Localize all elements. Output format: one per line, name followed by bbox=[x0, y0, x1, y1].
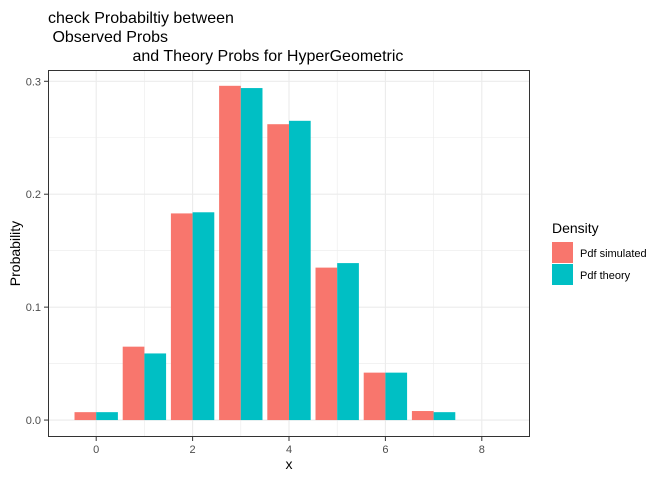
bar bbox=[385, 372, 408, 421]
bar bbox=[219, 85, 241, 421]
y-axis-title: Probability bbox=[7, 221, 23, 286]
chart-title-line: check Probabiltiy between bbox=[48, 10, 234, 27]
bar bbox=[144, 353, 167, 421]
legend-swatch bbox=[552, 264, 573, 285]
bar bbox=[96, 412, 118, 421]
x-tick-label: 2 bbox=[190, 444, 196, 456]
y-tick-label: 0.1 bbox=[26, 302, 41, 314]
legend-title: Density bbox=[552, 220, 599, 236]
bar bbox=[192, 212, 215, 421]
bars bbox=[74, 85, 456, 421]
legend-swatch bbox=[552, 242, 573, 263]
bar bbox=[363, 372, 386, 421]
x-axis: 0 2 4 6 8 bbox=[93, 437, 485, 456]
chart-title-line: Observed Probs bbox=[48, 29, 168, 46]
bar bbox=[337, 263, 359, 421]
bar bbox=[267, 124, 289, 421]
panel-border bbox=[48, 70, 530, 437]
x-tick-label: 6 bbox=[382, 444, 388, 456]
bar bbox=[411, 411, 434, 421]
legend-label: Pdf simulated bbox=[580, 248, 647, 260]
bar bbox=[289, 120, 311, 421]
bar bbox=[433, 412, 456, 421]
y-tick-label: 0.2 bbox=[26, 189, 41, 201]
legend-label: Pdf theory bbox=[580, 270, 631, 282]
legend: Density Pdf simulated Pdf theory bbox=[552, 220, 647, 285]
bar bbox=[170, 213, 193, 421]
y-tick-label: 0.3 bbox=[26, 76, 41, 88]
y-axis: 0.0 0.1 0.2 0.3 bbox=[26, 76, 48, 427]
chart-title-line: and Theory Probs for HyperGeometric bbox=[48, 48, 403, 65]
x-tick-label: 8 bbox=[479, 444, 485, 456]
y-tick-label: 0.0 bbox=[26, 415, 41, 427]
x-axis-title: x bbox=[286, 456, 293, 472]
chart-title: check Probabiltiy between Observed Probs… bbox=[48, 10, 403, 65]
bar bbox=[74, 412, 97, 421]
bar bbox=[122, 346, 145, 421]
bar bbox=[315, 267, 338, 421]
x-tick-label: 0 bbox=[93, 444, 99, 456]
x-tick-label: 4 bbox=[286, 444, 292, 456]
bar bbox=[240, 88, 263, 421]
